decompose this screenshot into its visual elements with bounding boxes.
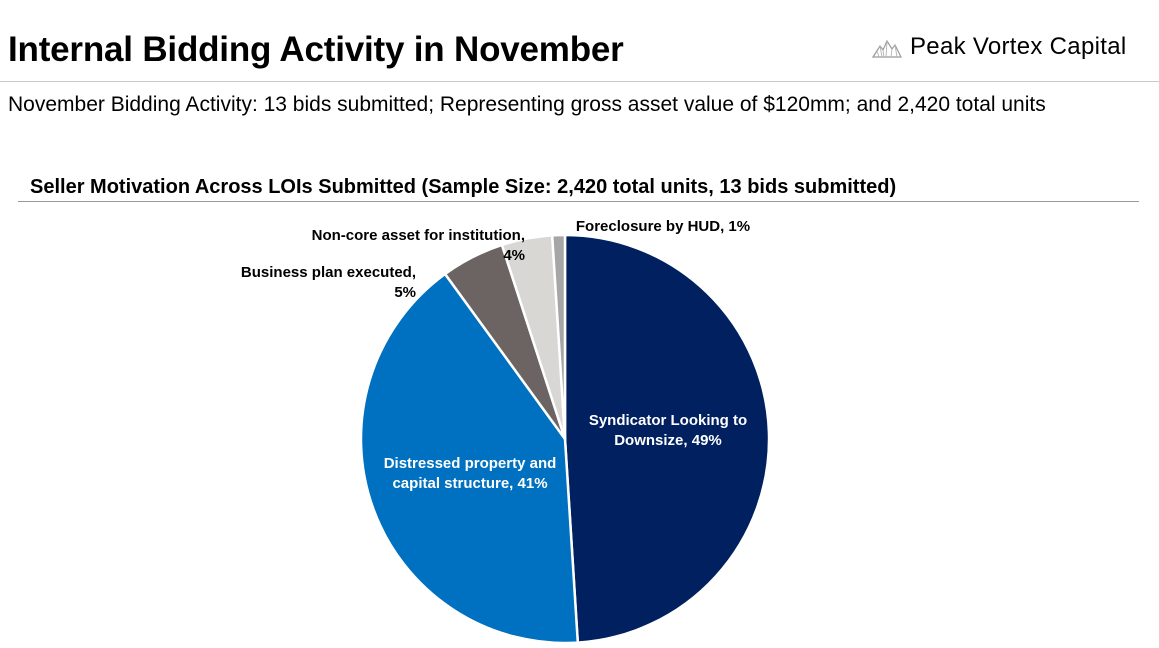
slice-label-5: Foreclosure by HUD, 1% <box>576 218 750 235</box>
slice-label-line: Syndicator Looking to <box>589 412 747 429</box>
pie-slice-1 <box>563 233 771 644</box>
pie-slice-2 <box>359 272 580 645</box>
page-title: Internal Bidding Activity in November <box>8 30 624 69</box>
pie-slice-5 <box>550 233 567 441</box>
slice-label-line: Non-core asset for institution, <box>312 227 525 244</box>
slice-label-line: Business plan executed, <box>241 264 416 281</box>
logo-text: Peak Vortex Capital <box>910 33 1127 60</box>
slice-label-line: capital structure, 41% <box>392 475 547 492</box>
slice-label-1: Syndicator Looking to Downsize, 49% <box>589 412 747 449</box>
chart-title: Seller Motivation Across LOIs Submitted … <box>30 176 897 198</box>
slice-label-4: Non-core asset for institution, 4% <box>312 227 525 264</box>
slice-label-line: Foreclosure by HUD, 1% <box>576 218 750 235</box>
slice-label-line: 5% <box>394 284 416 301</box>
company-logo: Peak Vortex Capital <box>872 30 1127 64</box>
slice-label-2: Distressed property and capital structure… <box>384 455 557 492</box>
subtitle: November Bidding Activity: 13 bids submi… <box>8 93 1046 116</box>
slice-label-line: Downsize, 49% <box>614 432 722 449</box>
slice-label-line: Distressed property and <box>384 455 557 472</box>
mountain-logo-icon <box>872 39 902 58</box>
slice-label-3: Business plan executed, 5% <box>241 264 416 301</box>
chart-title-divider <box>18 201 1139 202</box>
header-divider <box>0 81 1159 82</box>
slice-label-line: 4% <box>503 247 525 264</box>
